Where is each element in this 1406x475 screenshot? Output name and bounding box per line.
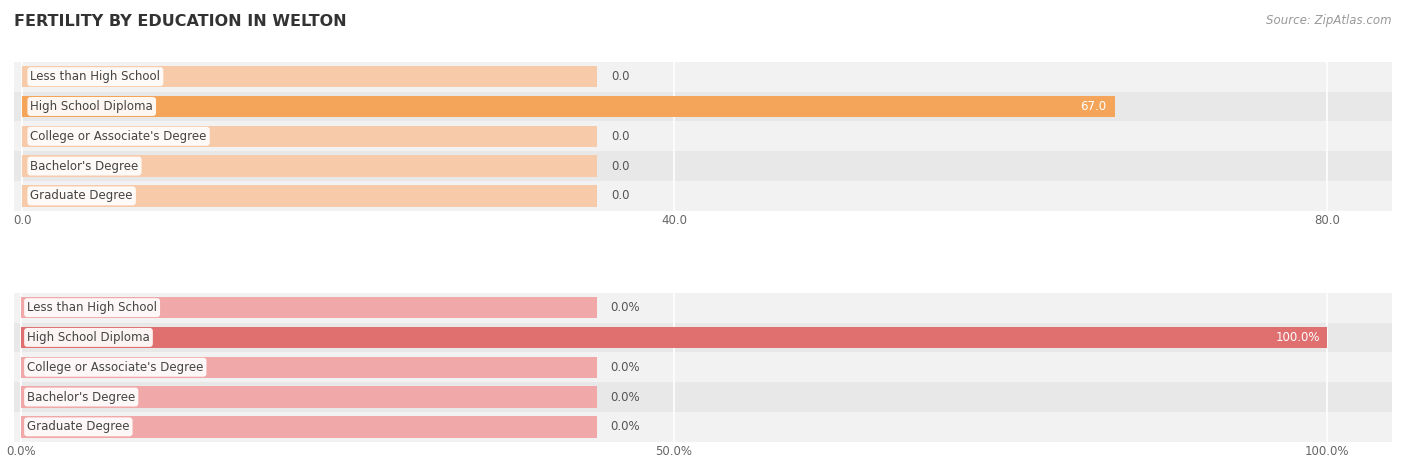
- Text: Bachelor's Degree: Bachelor's Degree: [27, 390, 135, 404]
- Bar: [22, 155, 598, 177]
- Text: 0.0%: 0.0%: [610, 301, 640, 314]
- Text: 100.0%: 100.0%: [1275, 331, 1320, 344]
- Bar: [22, 66, 598, 87]
- Bar: [21, 297, 596, 318]
- Text: High School Diploma: High School Diploma: [31, 100, 153, 113]
- Bar: [21, 416, 596, 437]
- Text: 0.0: 0.0: [612, 190, 630, 202]
- Bar: [14, 293, 1392, 323]
- Bar: [14, 92, 1392, 121]
- Text: College or Associate's Degree: College or Associate's Degree: [27, 361, 204, 374]
- Bar: [14, 62, 1392, 92]
- Text: 0.0%: 0.0%: [610, 390, 640, 404]
- Bar: [14, 352, 1392, 382]
- Text: 67.0: 67.0: [1080, 100, 1107, 113]
- Text: Less than High School: Less than High School: [27, 301, 157, 314]
- Text: 0.0%: 0.0%: [610, 420, 640, 433]
- Text: 0.0: 0.0: [612, 70, 630, 83]
- Bar: [14, 382, 1392, 412]
- Text: 0.0: 0.0: [612, 130, 630, 143]
- Bar: [21, 327, 1327, 348]
- Text: FERTILITY BY EDUCATION IN WELTON: FERTILITY BY EDUCATION IN WELTON: [14, 14, 347, 29]
- Bar: [14, 323, 1392, 352]
- Text: Bachelor's Degree: Bachelor's Degree: [31, 160, 139, 172]
- Bar: [22, 185, 598, 207]
- Bar: [22, 96, 1115, 117]
- Text: Less than High School: Less than High School: [31, 70, 160, 83]
- Bar: [22, 125, 598, 147]
- Text: High School Diploma: High School Diploma: [27, 331, 150, 344]
- Text: Graduate Degree: Graduate Degree: [31, 190, 132, 202]
- Text: Source: ZipAtlas.com: Source: ZipAtlas.com: [1267, 14, 1392, 27]
- Bar: [21, 386, 596, 408]
- Bar: [21, 357, 596, 378]
- Bar: [14, 151, 1392, 181]
- Text: College or Associate's Degree: College or Associate's Degree: [31, 130, 207, 143]
- Bar: [14, 412, 1392, 442]
- Text: 0.0: 0.0: [612, 160, 630, 172]
- Bar: [14, 121, 1392, 151]
- Text: 0.0%: 0.0%: [610, 361, 640, 374]
- Text: Graduate Degree: Graduate Degree: [27, 420, 129, 433]
- Bar: [14, 181, 1392, 211]
